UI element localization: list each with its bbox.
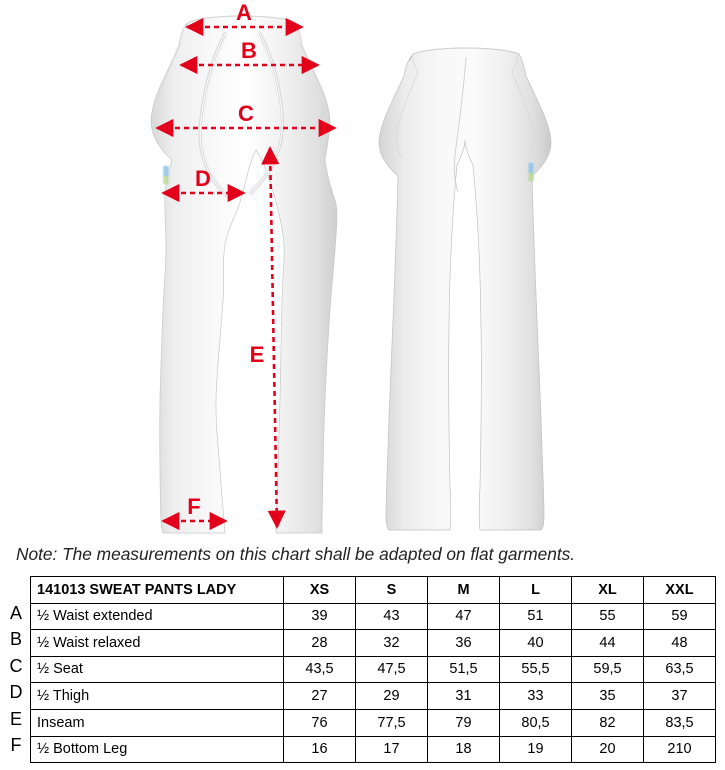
svg-text:B: B — [241, 38, 257, 63]
svg-text:E: E — [250, 342, 265, 367]
svg-text:C: C — [238, 101, 254, 126]
svg-text:A: A — [236, 0, 252, 25]
svg-text:D: D — [195, 166, 211, 191]
svg-text:F: F — [187, 494, 200, 519]
